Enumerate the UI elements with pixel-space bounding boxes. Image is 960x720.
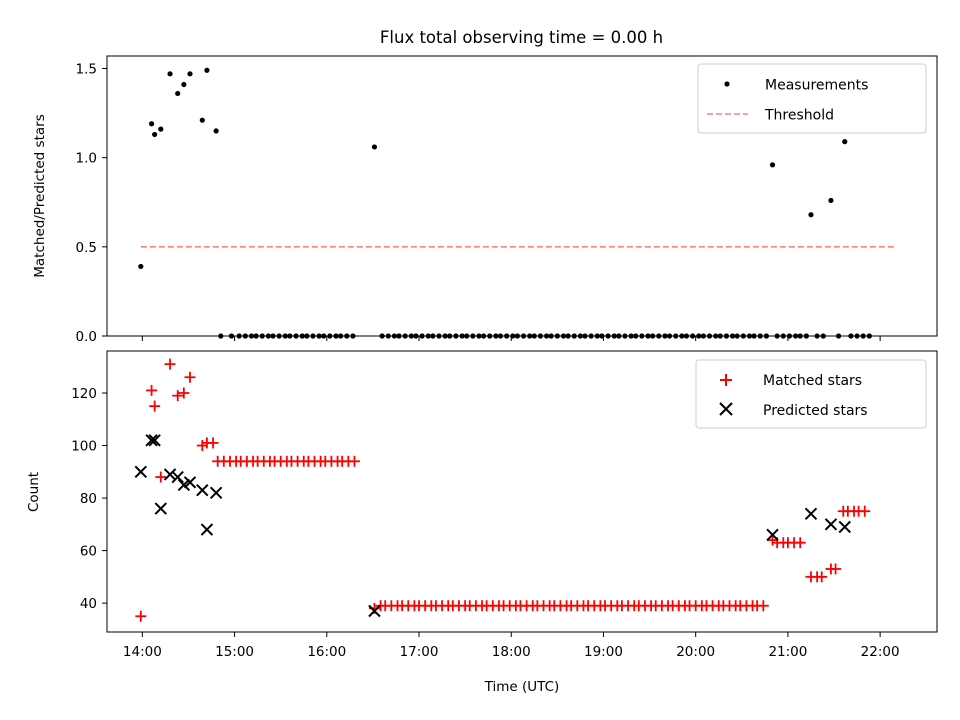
bottom-legend-box [695, 359, 927, 429]
matched-point [207, 437, 219, 449]
matched-point [794, 537, 806, 549]
top-y-tick-label: 0.0 [76, 329, 97, 345]
predicted-point [196, 483, 209, 497]
legend-matched-label: Matched stars [763, 373, 862, 389]
matched-point [859, 505, 871, 517]
matched-point [757, 600, 769, 612]
measurement-point [148, 121, 155, 127]
x-tick-label: 19:00 [584, 644, 623, 660]
bottom-legend: Matched stars Predicted stars [695, 359, 927, 429]
predicted-point [154, 502, 168, 515]
predicted-point [177, 478, 191, 492]
top-panel: 0.0 0.5 1.0 1.5 Matched/Predicted stars Mea… [32, 55, 938, 345]
predicted-point [209, 486, 223, 500]
matched-point [155, 471, 167, 483]
matched-point [178, 387, 190, 399]
predicted-point [163, 468, 177, 481]
measurement-point [828, 197, 834, 204]
figure-title: Flux total observing time = 0.00 h [380, 28, 663, 47]
matched-point [149, 400, 161, 412]
measurement-point [769, 162, 776, 168]
matched-point [184, 371, 196, 383]
x-tick-label: 17:00 [400, 644, 439, 660]
top-legend: Measurements Threshold [697, 63, 927, 134]
matched-point [146, 384, 158, 396]
x-tick-label: 21:00 [768, 644, 807, 660]
measurement-point [204, 67, 210, 73]
measurement-point [158, 126, 164, 132]
bottom-y-tick-label: 40 [80, 596, 97, 612]
x-tick-label: 14:00 [123, 644, 162, 660]
bottom-plot-area [134, 358, 871, 622]
measurement-point [181, 81, 187, 88]
predicted-point [183, 476, 197, 489]
x-tick-label: 16:00 [307, 644, 346, 660]
top-axes-frame [106, 55, 938, 337]
bottom-y-tick-label: 120 [71, 386, 97, 402]
predicted-point [134, 465, 148, 479]
measurement-point [175, 90, 181, 97]
legend-matched-marker [720, 374, 732, 386]
x-tick-label: 22:00 [861, 644, 900, 660]
top-y-tick-label: 0.5 [76, 240, 97, 256]
predicted-point [171, 470, 184, 484]
top-y-tick-label: 1.5 [76, 61, 97, 77]
bottom-x-ticks: 14:00 15:00 16:00 17:00 18:00 19:00 20:00 21:00… [123, 632, 900, 660]
legend-measurement-marker [724, 81, 730, 87]
matched-point [196, 440, 208, 452]
measurement-point [167, 71, 173, 77]
bottom-y-tick-label: 60 [80, 544, 97, 560]
predicted-point [148, 434, 161, 447]
matched-point [348, 455, 360, 467]
top-y-tick-label: 1.0 [76, 151, 97, 167]
legend-predicted-label: Predicted stars [763, 403, 868, 419]
measurement-point [152, 131, 158, 138]
x-tick-label: 15:00 [215, 644, 254, 660]
measurement-point [187, 71, 193, 77]
predicted-point [145, 434, 158, 447]
bottom-y-ticks: 40 60 80 100 120 [71, 386, 107, 612]
predicted-point [838, 520, 851, 534]
predicted-point [200, 523, 214, 536]
measurement-point [199, 117, 205, 123]
measurement-point [371, 144, 378, 150]
matched-point [135, 610, 147, 622]
top-y-ticks: 0.0 0.5 1.0 1.5 [76, 61, 107, 345]
measurement-point [808, 212, 814, 218]
x-axis-label: Time (UTC) [484, 679, 560, 695]
bottom-y-tick-label: 100 [71, 439, 97, 455]
matched-point [767, 534, 779, 546]
matched-point [172, 390, 184, 402]
x-tick-label: 20:00 [676, 644, 715, 660]
predicted-point [368, 604, 381, 618]
matched-point [816, 571, 828, 583]
matched-point [164, 358, 176, 370]
bottom-y-tick-label: 80 [80, 491, 97, 507]
top-x-ticks [141, 336, 881, 341]
bottom-panel: 40 60 80 100 120 14:00 15:00 16:00 17:00 18:00 19… [26, 350, 938, 695]
legend-threshold-label: Threshold [764, 108, 834, 124]
measurement-point [213, 128, 219, 134]
top-y-axis-label: Matched/Predicted stars [32, 114, 48, 277]
predicted-point [804, 507, 818, 521]
measurement-point [138, 263, 144, 270]
predicted-point [766, 528, 779, 542]
x-tick-label: 18:00 [492, 644, 531, 660]
top-legend-box [697, 63, 927, 134]
legend-predicted-marker [719, 402, 733, 416]
matched-point [830, 563, 842, 575]
bottom-y-axis-label: Count [26, 472, 42, 512]
bottom-axes-frame [106, 350, 938, 633]
predicted-point [824, 518, 838, 531]
legend-measurements-label: Measurements [765, 78, 868, 94]
measurement-point [842, 139, 848, 145]
